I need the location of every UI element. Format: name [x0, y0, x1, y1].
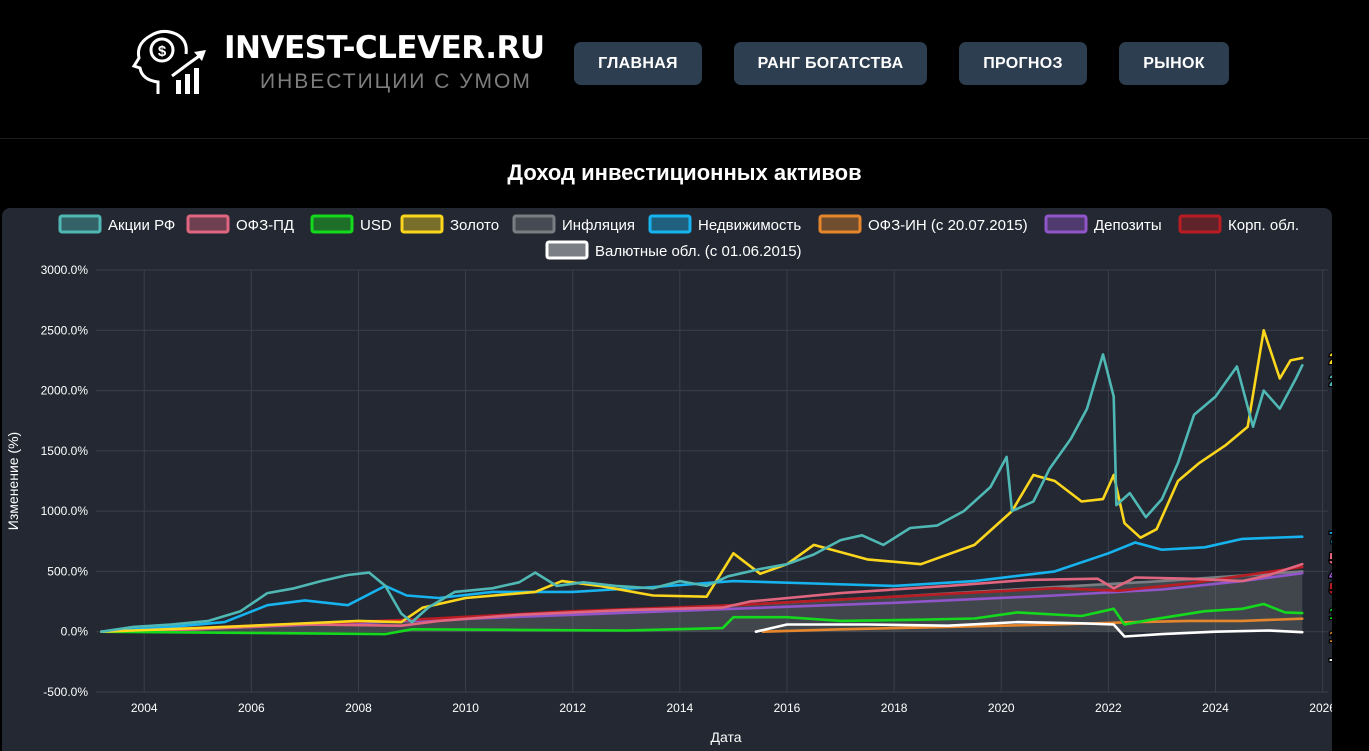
x-tick-label: 2018 — [881, 701, 908, 715]
legend-item-2[interactable]: USD — [360, 217, 392, 234]
legend-swatch-0[interactable] — [58, 214, 102, 234]
legend-swatch-8[interactable] — [1178, 214, 1222, 234]
x-tick-label: 2024 — [1202, 701, 1229, 715]
x-tick-label: 2012 — [559, 701, 586, 715]
legend-item-1[interactable]: ОФЗ-ПД — [236, 217, 294, 234]
brand-title: INVEST-CLEVER.RU — [224, 30, 545, 66]
nav-market-button[interactable]: РЫНОК — [1119, 42, 1229, 85]
series-end-label: 537 — [1329, 581, 1332, 598]
x-tick-label: 2022 — [1095, 701, 1122, 715]
legend-swatch-9[interactable] — [545, 240, 589, 260]
x-tick-label: 2004 — [131, 701, 158, 715]
series-end-label: 788 — [1329, 530, 1332, 547]
series-end-label: 485 — [1329, 567, 1332, 584]
x-tick-label: 2010 — [452, 701, 479, 715]
y-tick-label: 1000.0% — [41, 504, 89, 518]
site-header: $ INVEST-CLEVER.RU ИНВЕСТИЦИИ С УМОМ ГЛА… — [0, 0, 1369, 139]
legend-item-0[interactable]: Акции РФ — [108, 217, 175, 234]
x-tick-label: 2016 — [774, 701, 801, 715]
y-tick-label: 0.0% — [61, 625, 89, 639]
x-tick-label: 2008 — [345, 701, 372, 715]
series-end-label: -3.8 — [1329, 651, 1332, 668]
series-end-label: 227 — [1329, 351, 1332, 368]
x-tick-label: 2026 — [1309, 701, 1332, 715]
legend-swatch-2[interactable] — [310, 214, 354, 234]
series-line-3[interactable] — [100, 329, 1304, 633]
x-axis-title: Дата — [710, 729, 741, 745]
site-logo[interactable]: $ INVEST-CLEVER.RU ИНВЕСТИЦИИ С УМОМ — [128, 24, 548, 104]
y-tick-label: 500.0% — [47, 564, 88, 578]
y-axis-title: Изменение (%) — [5, 432, 21, 530]
y-tick-label: 2000.0% — [41, 384, 89, 398]
x-tick-label: 2020 — [988, 701, 1015, 715]
legend-item-4[interactable]: Инфляция — [562, 217, 635, 234]
series-line-0[interactable] — [100, 353, 1304, 633]
x-tick-label: 2006 — [238, 701, 265, 715]
legend-item-7[interactable]: Депозиты — [1094, 217, 1162, 234]
brand-tagline: ИНВЕСТИЦИИ С УМОМ — [260, 70, 532, 93]
asset-returns-chart: 3000.0% 2500.0% 2000.0% 1500.0% 1000.0% 500.0… — [5, 214, 1332, 745]
nav-home-button[interactable]: ГЛАВНАЯ — [574, 42, 702, 85]
inflation-shaded-area — [101, 571, 1303, 632]
svg-text:$: $ — [158, 43, 167, 60]
series-end-label: 221 — [1329, 373, 1332, 390]
legend-item-5[interactable]: Недвижимость — [698, 217, 801, 234]
page-title: Доход инвестиционных активов — [507, 160, 862, 185]
y-tick-label: 2500.0% — [41, 323, 89, 337]
series-line-1[interactable] — [100, 562, 1304, 633]
series-end-label: 154 — [1329, 606, 1332, 623]
brain-growth-icon: $ — [131, 29, 206, 94]
nav-forecast-button[interactable]: ПРОГНОЗ — [959, 42, 1087, 85]
nav-wealth-rank-button[interactable]: РАНГ БОГАТСТВА — [734, 42, 927, 85]
legend-swatch-5[interactable] — [648, 214, 692, 234]
series-end-label: 108 — [1329, 629, 1332, 646]
legend-swatch-4[interactable] — [512, 214, 556, 234]
y-tick-label: 1500.0% — [41, 444, 89, 458]
y-tick-label: -500.0% — [43, 685, 88, 699]
legend-item-3[interactable]: Золото — [450, 217, 499, 234]
chart-panel: 3000.0% 2500.0% 2000.0% 1500.0% 1000.0% 500.0… — [2, 208, 1332, 751]
legend-swatch-6[interactable] — [818, 214, 862, 234]
x-tick-label: 2014 — [667, 701, 694, 715]
legend-item-9[interactable]: Валютные обл. (с 01.06.2015) — [595, 243, 802, 260]
series-line-9[interactable] — [754, 620, 1304, 638]
legend-swatch-7[interactable] — [1044, 214, 1088, 234]
legend-item-8[interactable]: Корп. обл. — [1228, 217, 1299, 234]
legend-item-6[interactable]: ОФЗ-ИН (с 20.07.2015) — [868, 217, 1028, 234]
series-line-2[interactable] — [100, 602, 1304, 636]
legend-swatch-3[interactable] — [400, 214, 444, 234]
legend-swatch-1[interactable] — [186, 214, 230, 234]
y-tick-label: 3000.0% — [41, 263, 89, 277]
series-end-label: 561 — [1329, 551, 1332, 568]
